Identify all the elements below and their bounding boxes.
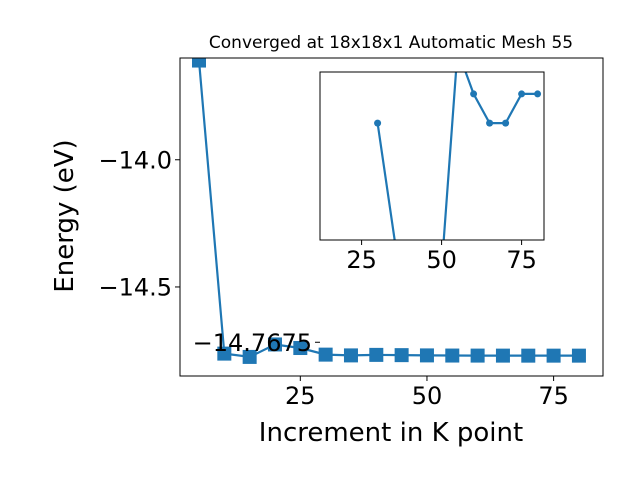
inset-data-point: [470, 90, 478, 98]
main-ticks: 25 50 75 −14.0 −14.5: [98, 146, 568, 410]
inset-x-tick-label: 75: [506, 246, 537, 274]
main-data-point: [571, 348, 586, 363]
inset-data-point: [502, 119, 510, 127]
inset-data-point: [534, 90, 542, 98]
main-data-point: [521, 348, 536, 363]
main-data-point: [369, 347, 384, 362]
main-data-point: [217, 346, 232, 361]
main-x-tick-label: 75: [538, 382, 569, 410]
main-data-point: [191, 58, 206, 68]
main-series-line: [197, 60, 579, 359]
main-chart: Converged at 18x18x1 Automatic Mesh 55 I…: [50, 33, 604, 448]
inset-series-group: [374, 72, 542, 240]
inset-x-tick-label: 50: [426, 246, 457, 274]
inset-background: [320, 72, 544, 240]
inset-data-point: [486, 119, 494, 127]
main-series: [191, 58, 586, 364]
main-data-point: [495, 348, 510, 363]
main-data-point: [546, 348, 561, 363]
main-y-tick-label: −14.5: [98, 274, 172, 302]
main-data-point: [470, 348, 485, 363]
y-axis-label: Energy (eV): [50, 139, 80, 292]
main-data-point: [267, 337, 282, 352]
main-series-group: [191, 58, 586, 364]
main-data-point: [343, 348, 358, 363]
inset-plot-frame: [319, 71, 545, 241]
main-data-point: [318, 347, 333, 362]
inset-x-tick-label: 25: [346, 246, 377, 274]
main-x-tick-label: 50: [412, 382, 443, 410]
main-data-point: [293, 341, 308, 356]
main-data-point: [419, 348, 434, 363]
main-y-tick-label: −14.0: [98, 146, 172, 174]
main-data-point: [242, 349, 257, 364]
main-x-tick-label: 25: [285, 382, 316, 410]
main-data-point: [445, 348, 460, 363]
inset-y-tick-label: −14.7675: [193, 329, 312, 357]
inset-data-point: [518, 90, 526, 98]
x-axis-label: Increment in K point: [259, 418, 523, 448]
inset-data-point: [374, 119, 382, 127]
chart-title: Converged at 18x18x1 Automatic Mesh 55: [209, 33, 573, 53]
inset-series: [374, 72, 542, 240]
main-plot-frame: [179, 57, 604, 377]
main-data-point: [394, 348, 409, 363]
